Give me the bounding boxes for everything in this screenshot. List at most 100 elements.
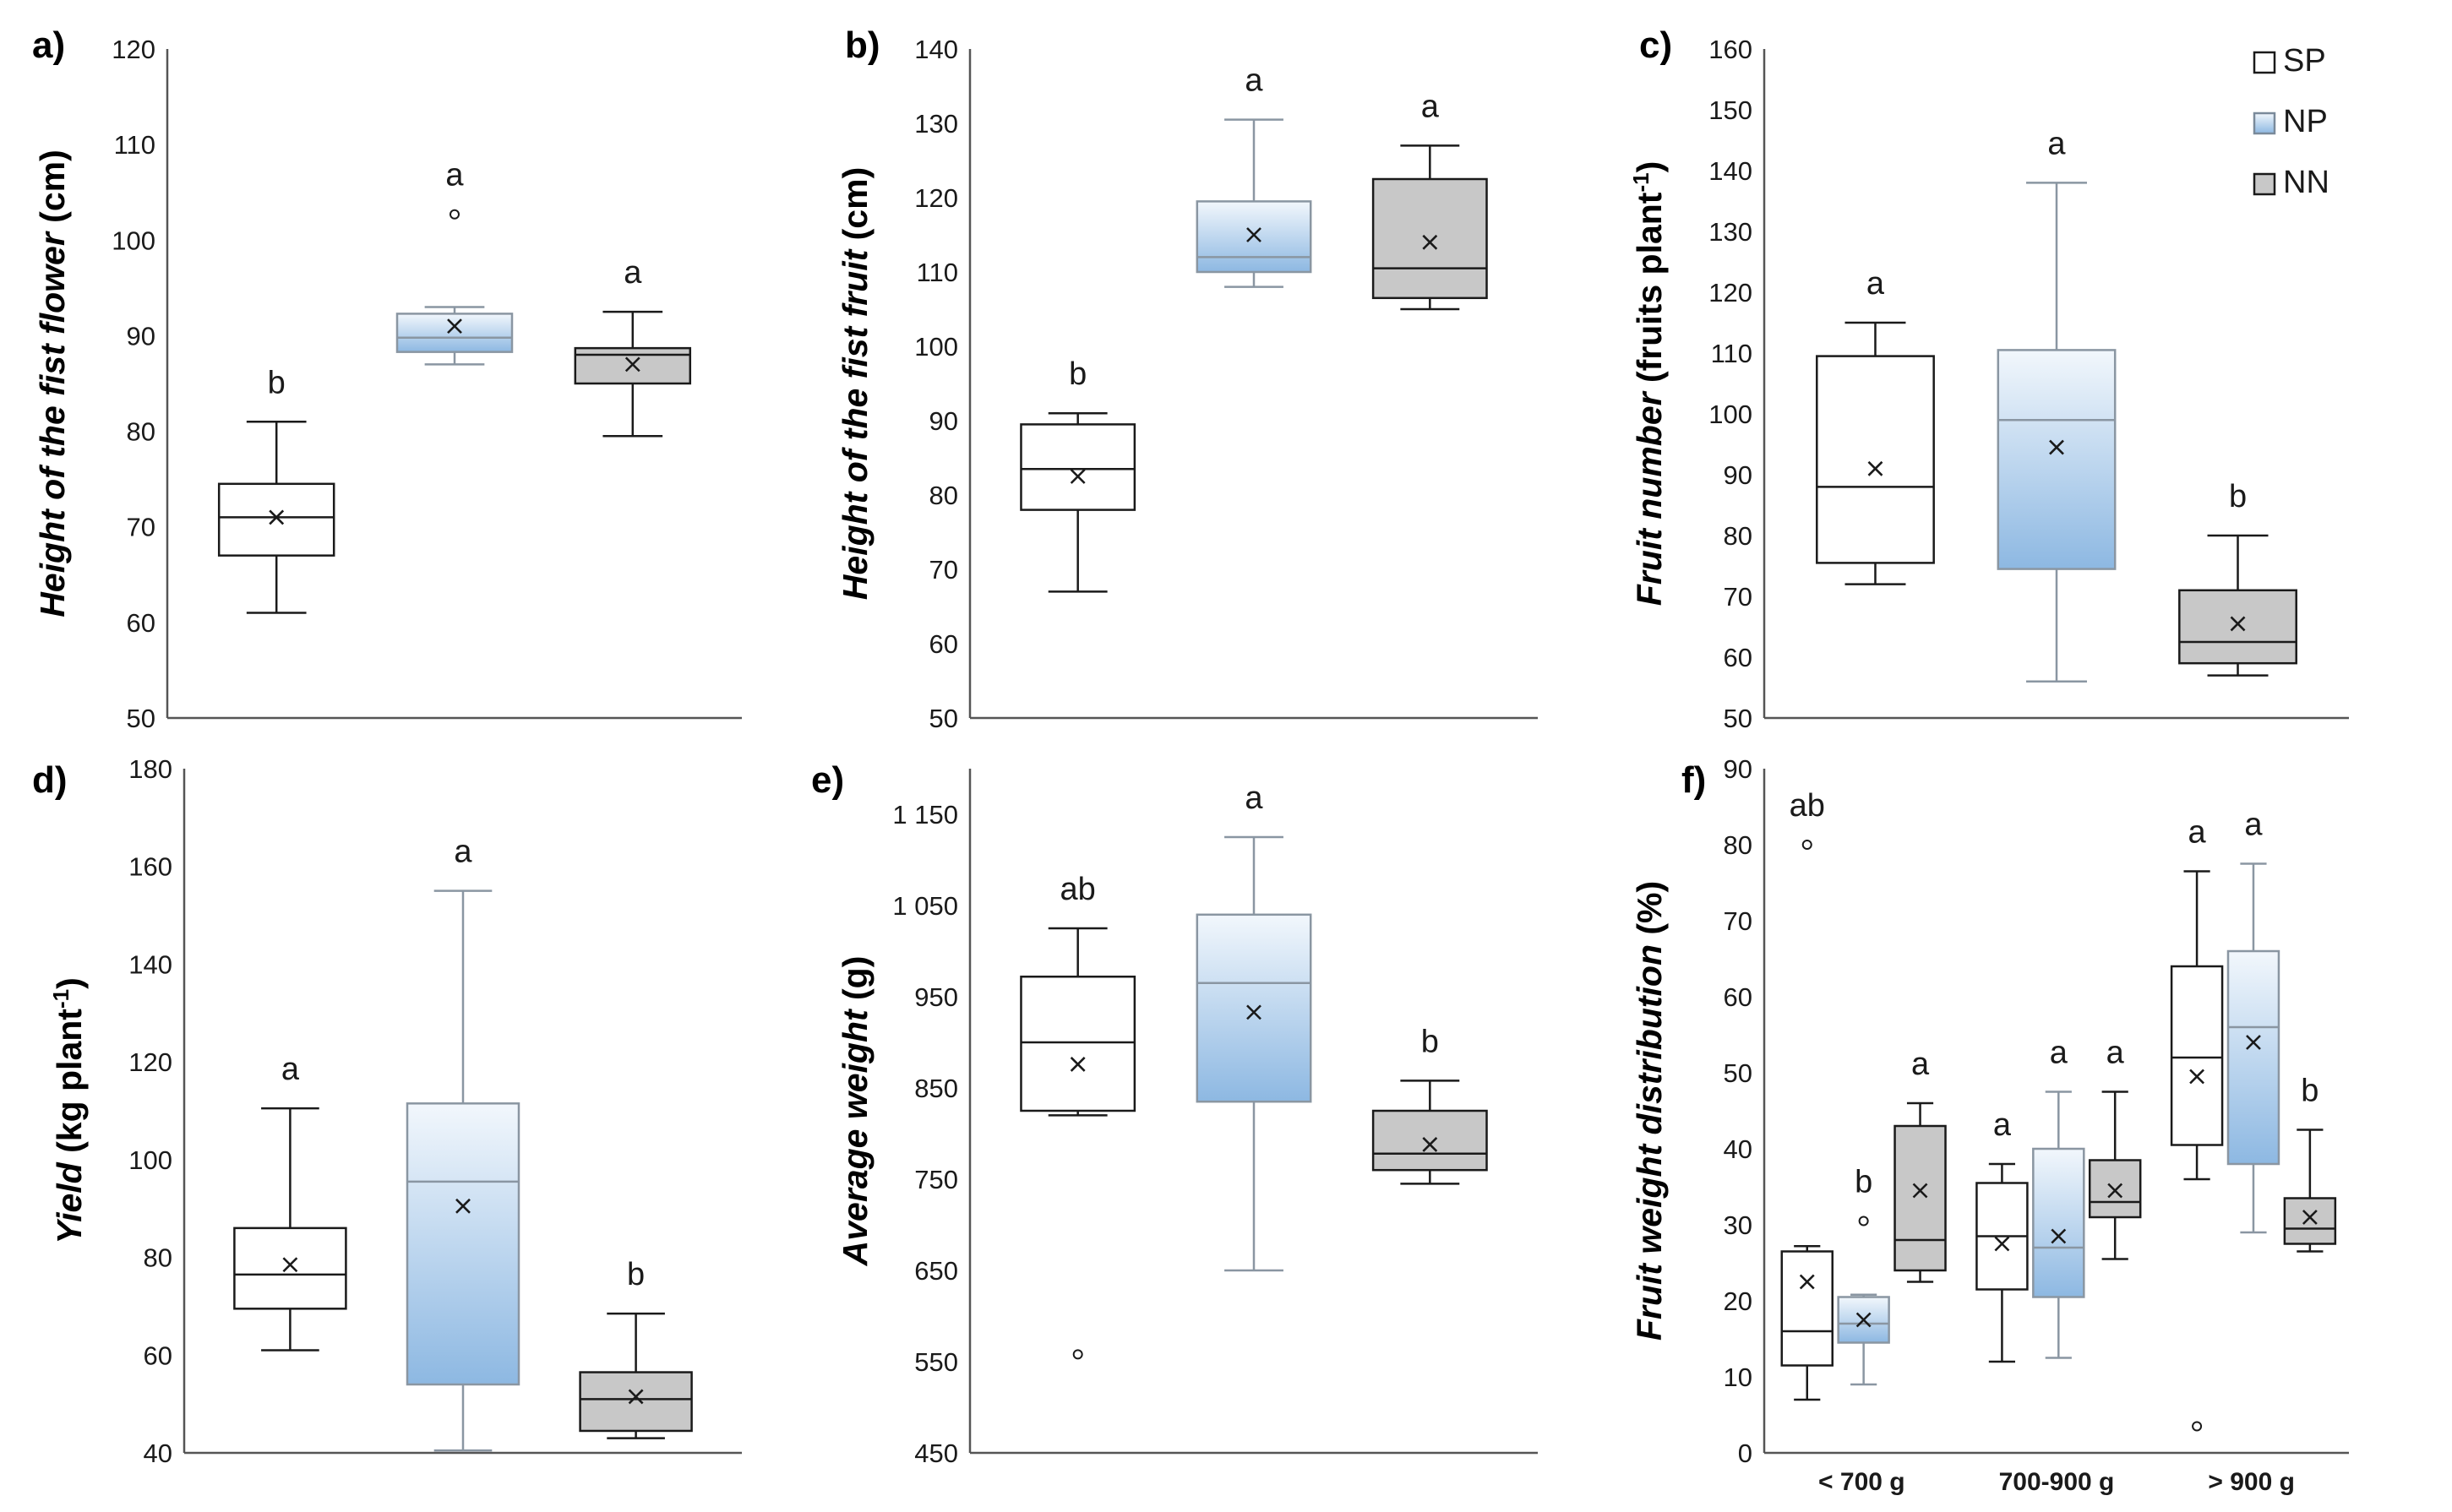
y-tick-label: 60 [929,629,958,659]
iqr-box [1020,975,1136,1112]
iqr-box [1893,1124,1947,1272]
y-axis-label-part: ) [1630,161,1669,173]
y-axis-label-part: (cm) [33,150,72,232]
significance-letter: a [281,1052,300,1087]
iqr-box [233,1226,347,1310]
panel-label: d) [32,759,68,801]
mean-marker [1246,227,1261,242]
y-axis-label-part: (g) [836,956,875,1010]
significance-letter: a [1245,63,1263,99]
y-tick-label: 120 [128,1047,172,1077]
y-tick-label: 120 [914,183,958,213]
iqr-box [1371,1109,1488,1172]
y-tick-label: 60 [1724,643,1752,672]
iqr-box [2032,1147,2085,1298]
y-tick-label: 40 [1724,1134,1752,1164]
x-category-label: > 900 g [2208,1468,2295,1496]
y-tick-label: 160 [128,852,172,882]
box-NP: a [406,835,520,1452]
iqr-box [217,482,335,557]
y-tick-label: 110 [114,130,155,160]
significance-letter: a [445,158,464,193]
legend: SP NP NN [2253,43,2329,200]
y-tick-label: 160 [1708,35,1752,64]
significance-letter: a [1993,1107,2012,1143]
significance-letter: b [627,1257,645,1292]
mean-marker [1912,1183,1928,1199]
box-SP: ab [1020,872,1136,1360]
significance-letter: a [1866,266,1885,302]
y-tick-label: 1 150 [892,800,958,829]
y-tick-label: 110 [1711,339,1752,368]
iqr-box [1816,355,1935,564]
y-tick-label: 50 [1724,1058,1752,1088]
y-tick-label: 180 [128,754,172,784]
y-tick-label: 100 [914,332,958,362]
iqr-box [2283,1197,2337,1245]
significance-letter: ab [1790,788,1825,824]
box-NN: a [2088,1036,2142,1260]
iqr-box [2226,949,2280,1166]
y-tick-label: 60 [1724,982,1752,1012]
iqr-box [579,1371,693,1433]
significance-letter: a [1911,1047,1930,1082]
iqr-box [1371,177,1488,300]
box-NP: a [1196,63,1312,288]
y-tick-label: 100 [112,226,155,255]
significance-letter: a [2050,1036,2068,1071]
y-axis-label: Fruit number (fruits plant-1) [1628,161,1669,606]
y-axis-label-part: Fruit weight distribution [1630,944,1669,1341]
y-axis-label: Height of the fist flower (cm) [33,150,72,617]
y-tick-label: 140 [914,35,958,64]
box-NP: b [1837,1165,1890,1386]
panel-label: c) [1639,24,1672,66]
mean-marker [1994,1236,2010,1252]
mean-marker [1070,469,1086,484]
significance-letter: a [2047,126,2066,161]
mean-marker [1422,1137,1438,1152]
significance-letter: b [2301,1074,2319,1109]
y-axis-label-part: -1 [1628,172,1654,192]
y-tick-label: 950 [914,982,958,1012]
box-NN: a [1371,89,1488,311]
panel-label: f) [1681,759,1706,801]
significance-letter: b [1855,1165,1872,1200]
significance-letter: a [2244,808,2263,843]
significance-letter: a [454,835,472,870]
iqr-box [2088,1159,2142,1219]
y-tick-label: 60 [127,608,155,638]
legend-swatch-NP [2253,111,2276,135]
mean-marker [455,1198,471,1214]
panel-label: e) [811,759,844,801]
legend-label-SP: SP [2283,43,2326,79]
outlier-point [2192,1421,2203,1432]
y-tick-label: 80 [127,417,155,447]
significance-letter: b [1069,356,1087,392]
y-tick-label: 90 [1724,754,1752,784]
y-axis-label-part: Height of the fist flower [33,231,72,617]
panel-label: a) [32,24,65,66]
y-tick-label: 20 [1724,1286,1752,1316]
y-tick-label: 140 [1708,156,1752,186]
box-NP: a [2032,1036,2085,1359]
panel-e: 450 550 650 750 850 950 1 050 1 150 e) Average we… [811,759,1538,1468]
panel-c: 50 60 70 80 90 100 110 120 130 140 150 160 c) Fruit n… [1628,24,2349,733]
y-tick-label: 50 [929,704,958,733]
box-NP: a [2226,808,2280,1234]
y-tick-label: 1 050 [892,891,958,921]
box-SP: a [2170,815,2224,1432]
mean-marker [1867,460,1883,476]
y-tick-label: 80 [1724,830,1752,860]
box-NP: a [1997,126,2117,683]
y-tick-label: 70 [127,513,155,542]
y-tick-label: 90 [929,406,958,436]
box-SP: a [1975,1107,2029,1363]
box-SP: ab [1780,788,1834,1401]
box-SP: a [1816,266,1935,585]
box-NP: a [1196,780,1312,1272]
y-tick-label: 110 [917,258,958,287]
iqr-box [1020,423,1136,511]
iqr-box [395,313,514,353]
y-tick-label: 650 [914,1256,958,1286]
significance-letter: ab [1060,872,1096,907]
